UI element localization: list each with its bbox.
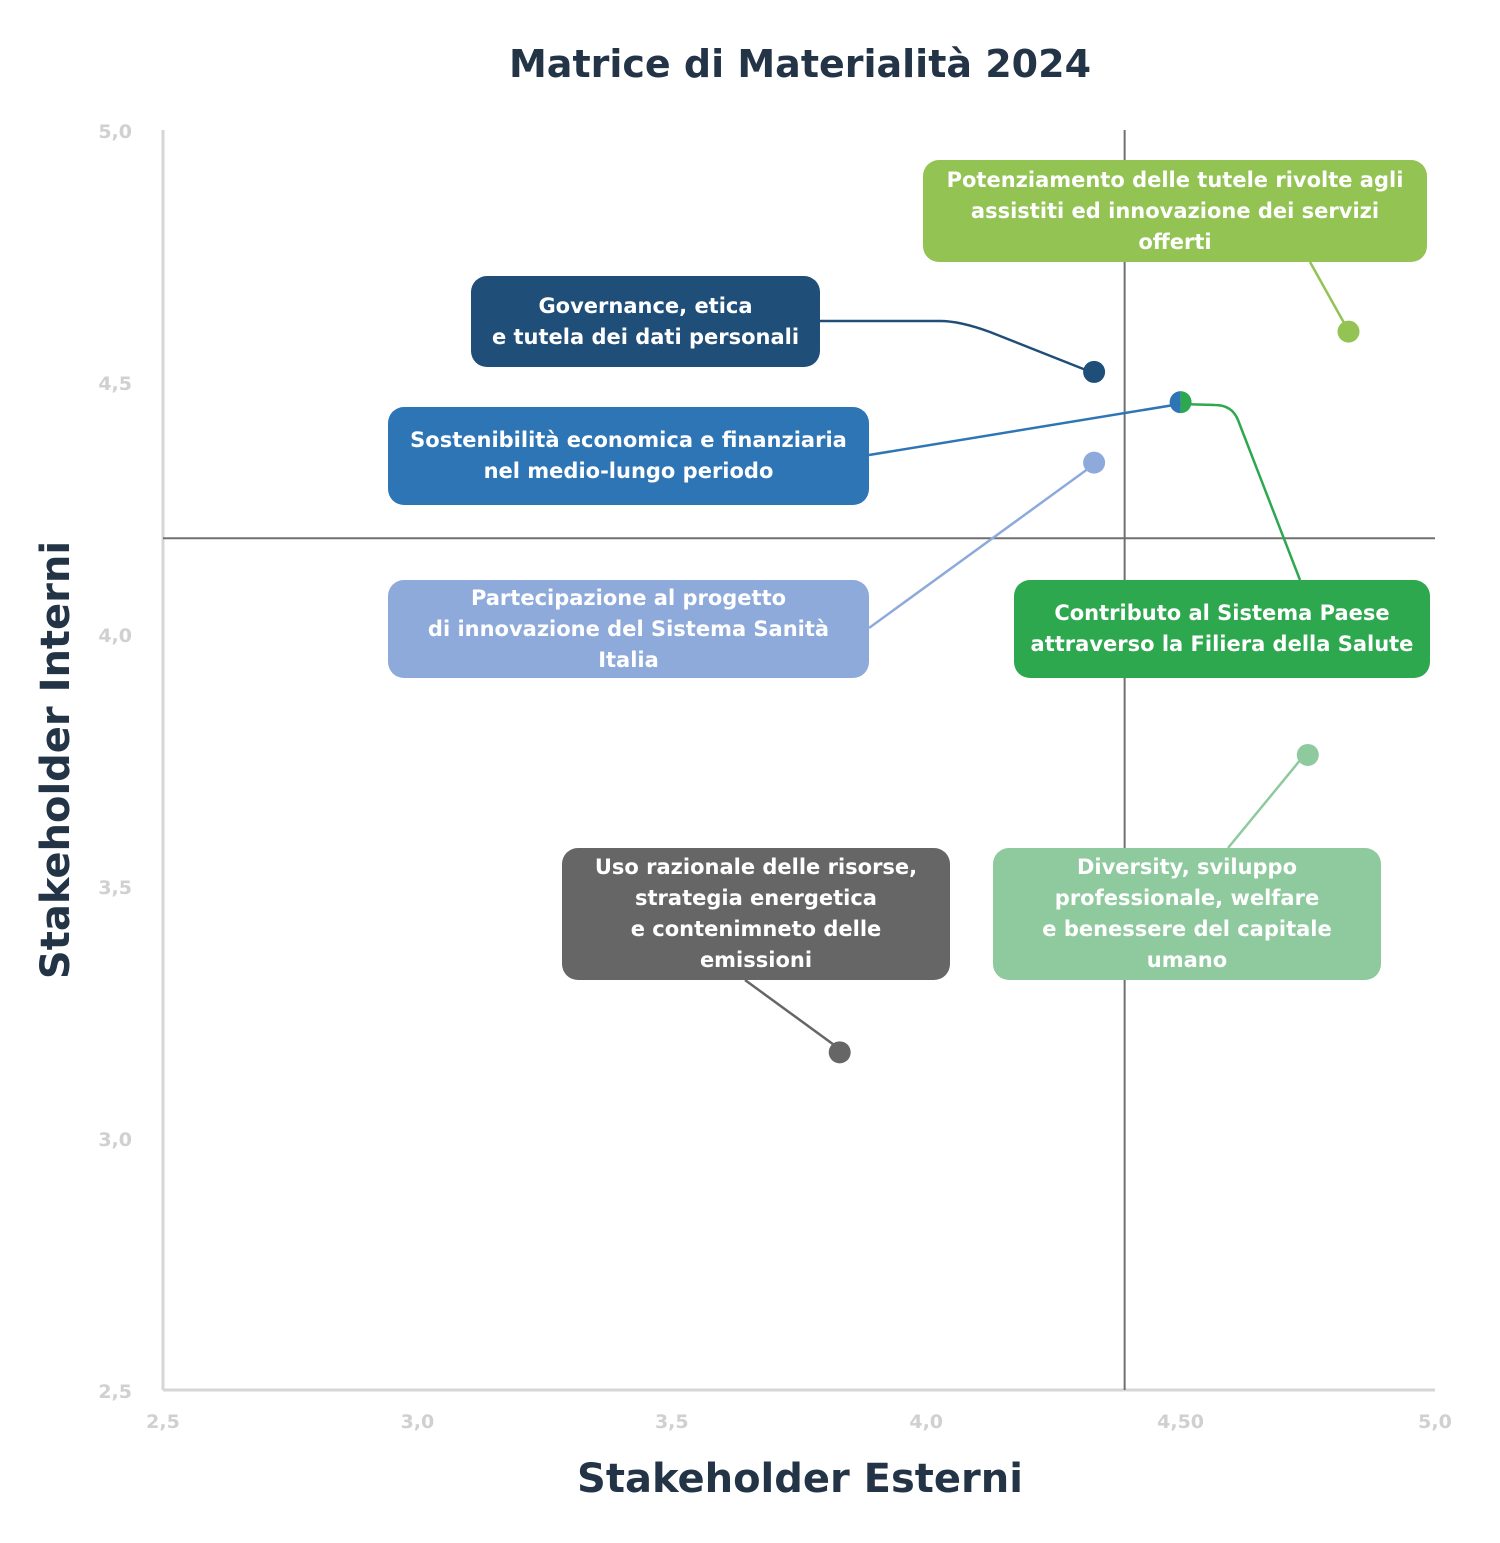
data-point [828,1041,851,1064]
data-point [1337,320,1360,343]
chart-title: Matrice di Materialità 2024 [508,42,1092,86]
point-label: Sostenibilità economica e finanziaria ne… [388,407,869,505]
y-tick-label: 2,5 [98,1381,132,1403]
connector-line [1227,752,1307,849]
data-point [1083,451,1106,474]
y-tick-label: 4,5 [98,373,132,395]
connector-line [868,461,1097,630]
x-tick-label: 2,5 [146,1411,180,1433]
data-point [1169,391,1181,414]
point-label: Uso razionale delle risorse, strategia e… [562,848,950,980]
connector-line [1308,261,1350,331]
connector-line [1179,402,1302,581]
point-label: Partecipazione al progetto di innovazion… [388,580,869,678]
y-tick-label: 5,0 [98,121,132,143]
point-label: Contributo al Sistema Paese attraverso l… [1014,580,1430,678]
data-point [1180,391,1192,414]
point-label: Potenziamento delle tutele rivolte agli … [923,160,1427,262]
x-tick-label: 4,50 [1157,1411,1204,1433]
point-label: Governance, etica e tutela dei dati pers… [471,276,820,367]
y-tick-label: 4,0 [98,625,132,647]
y-axis-title: Stakeholder Interni [33,540,79,980]
point-label: Diversity, sviluppo professionale, welfa… [993,848,1381,980]
y-tick-label: 3,5 [98,877,132,899]
x-tick-label: 3,0 [401,1411,435,1433]
y-tick-label: 3,0 [98,1129,132,1151]
x-axis-title: Stakeholder Esterni [577,1456,1023,1502]
connector-line [820,319,1097,376]
data-point [1083,360,1106,383]
x-tick-label: 4,0 [909,1411,943,1433]
data-point [1296,743,1319,766]
x-tick-label: 3,5 [655,1411,689,1433]
connector-line [744,978,842,1052]
connector-line [868,402,1181,457]
x-tick-label: 5,0 [1418,1411,1452,1433]
